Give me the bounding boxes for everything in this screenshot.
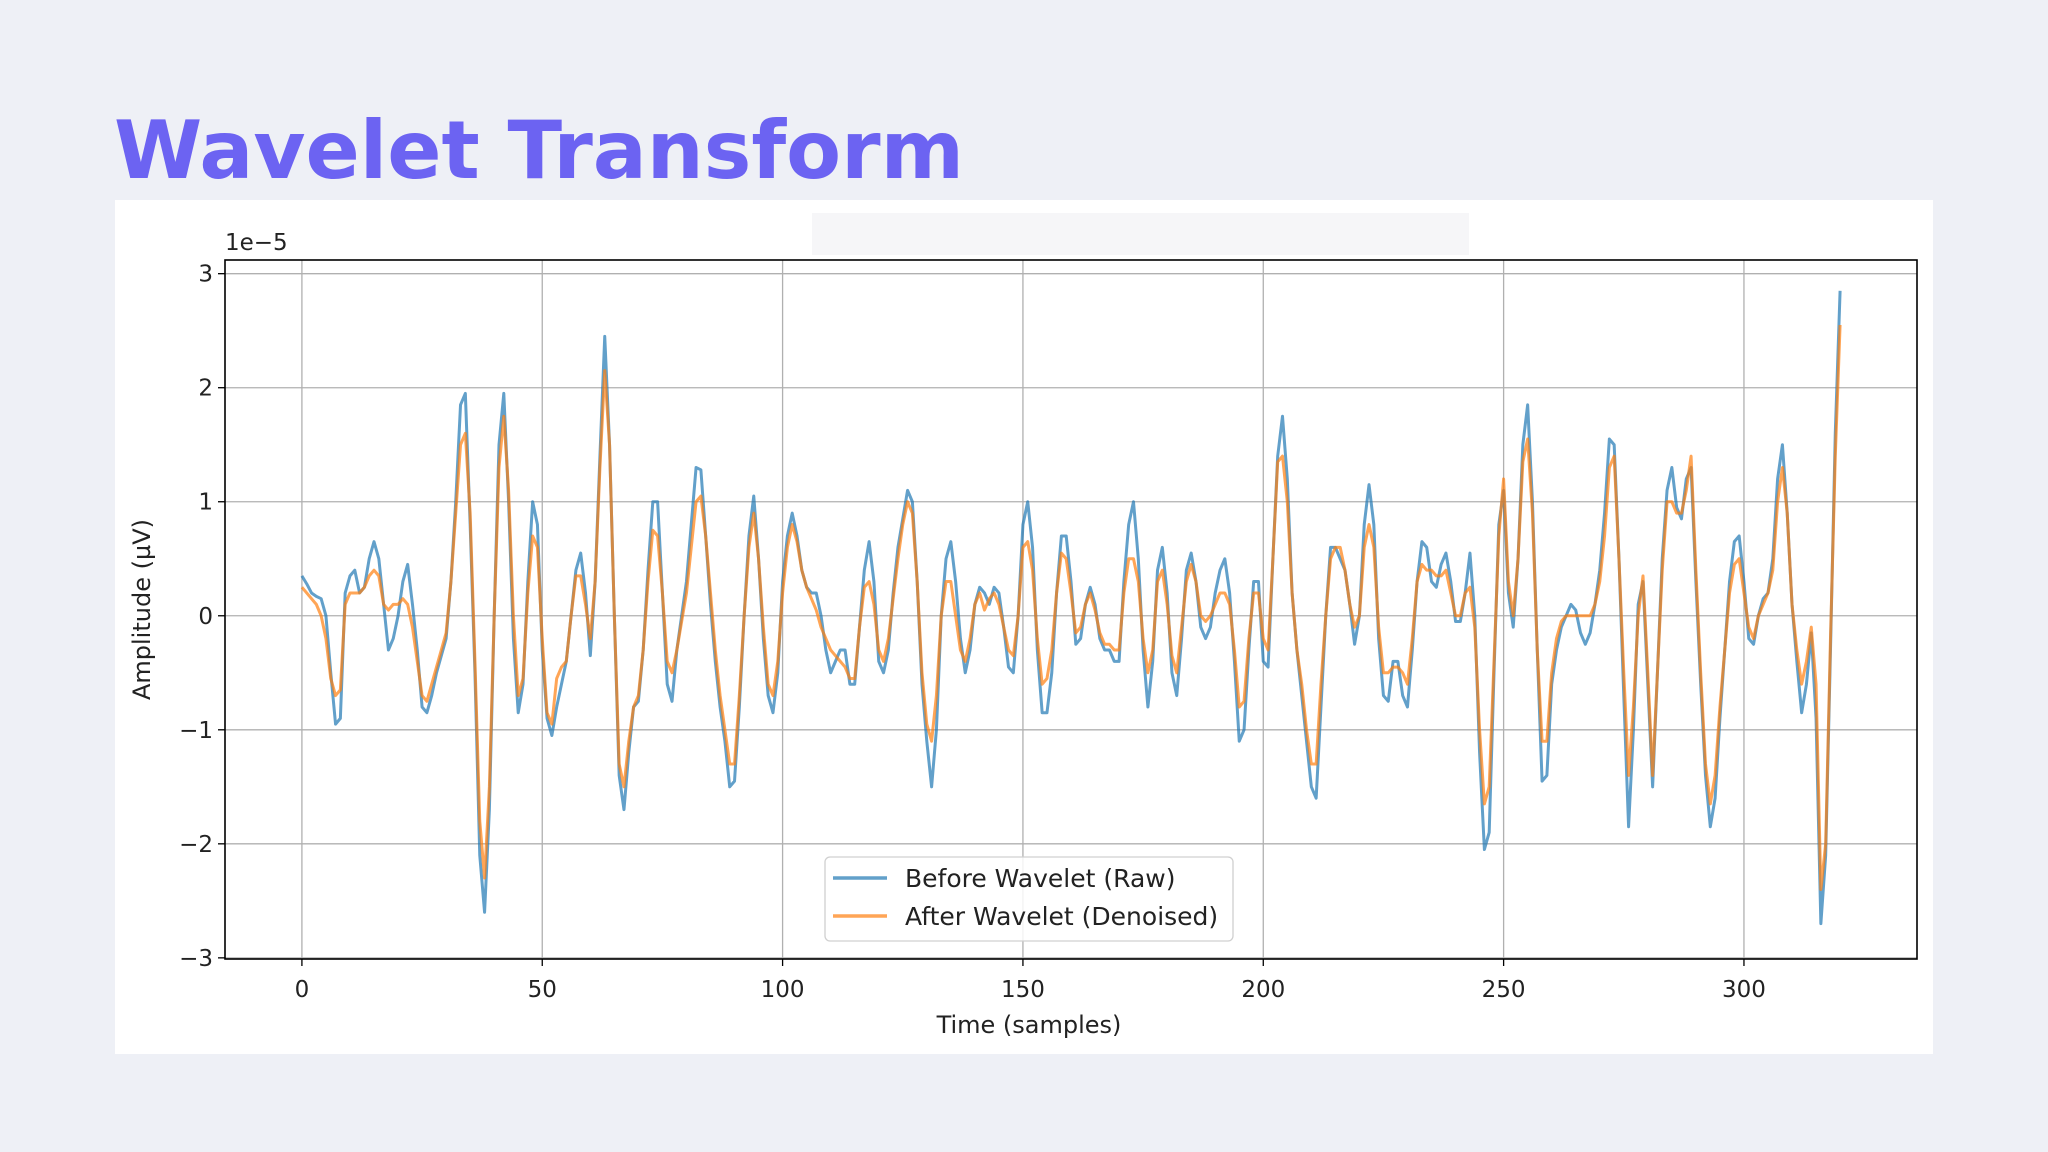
x-tick-label: 300 [1722, 977, 1766, 1003]
legend-label: After Wavelet (Denoised) [905, 902, 1218, 931]
x-tick-label: 50 [528, 977, 557, 1003]
y-tick-label: 1 [198, 490, 213, 516]
series-line [300, 324, 1842, 891]
offset-label: 1e−5 [225, 230, 288, 256]
legend-label: Before Wavelet (Raw) [905, 864, 1175, 893]
faint-bar [812, 213, 1469, 255]
plot: −3 −2 −1 0 1 2 3 0 50 100 150 200 250 300 Time (sample… [128, 230, 1918, 1039]
x-tick-label: 250 [1482, 977, 1526, 1003]
x-axis-label: Time (samples) [936, 1011, 1122, 1039]
y-tick-label: −1 [179, 718, 213, 744]
y-tick-label: 0 [198, 604, 213, 630]
y-tick-label: 3 [198, 262, 213, 288]
series-line [300, 290, 1842, 926]
y-tick-label: 2 [198, 376, 213, 402]
x-tick-label: 150 [1001, 977, 1045, 1003]
slide-title: Wavelet Transform [114, 104, 964, 197]
x-tick-label: 0 [295, 977, 310, 1003]
x-tick-label: 200 [1241, 977, 1285, 1003]
y-tick-label: −3 [179, 946, 213, 972]
x-tick-label: 100 [761, 977, 805, 1003]
axes-frame [224, 259, 1918, 960]
y-tick-label: −2 [179, 832, 213, 858]
y-axis-label: Amplitude (µV) [128, 519, 156, 700]
legend-box [824, 856, 1234, 942]
